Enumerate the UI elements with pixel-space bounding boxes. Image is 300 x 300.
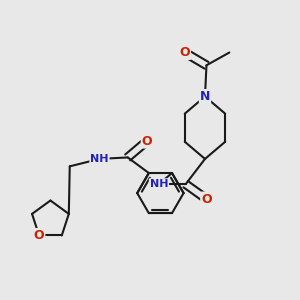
- Text: O: O: [201, 193, 212, 206]
- Text: NH: NH: [150, 179, 168, 189]
- Text: N: N: [200, 90, 210, 103]
- Text: NH: NH: [90, 154, 109, 164]
- Text: O: O: [179, 46, 190, 59]
- Text: O: O: [34, 229, 44, 242]
- Text: O: O: [142, 135, 152, 148]
